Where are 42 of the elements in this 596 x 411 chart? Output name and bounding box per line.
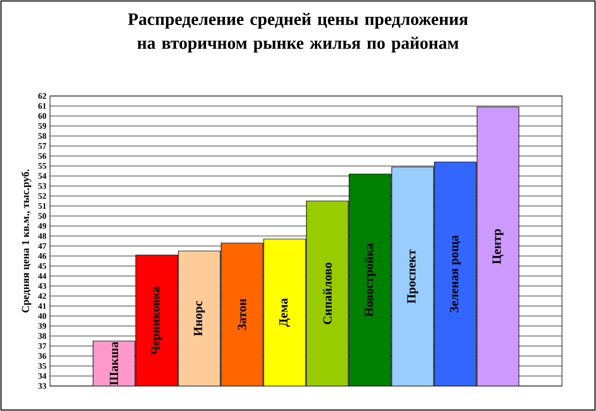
y-tick-label: 33 xyxy=(38,383,46,389)
y-tick-label: 44 xyxy=(38,273,46,279)
y-tick-label: 42 xyxy=(38,293,46,299)
y-tick-label: 52 xyxy=(38,193,46,199)
x-tick-label: Новостройка xyxy=(364,243,376,317)
y-tick-label: 36 xyxy=(38,353,46,359)
y-tick-label: 37 xyxy=(38,343,46,349)
x-tick-label: Затон xyxy=(238,298,246,330)
y-tick-label: 39 xyxy=(38,323,46,329)
y-tick-label: 58 xyxy=(38,133,46,139)
y-tick-label: 60 xyxy=(38,113,46,119)
x-tick-label: Центр xyxy=(492,229,504,264)
y-tick-label: 41 xyxy=(38,303,46,309)
y-tick-label: 38 xyxy=(38,333,46,339)
y-tick-label: 55 xyxy=(38,163,46,169)
y-tick-label: 46 xyxy=(38,253,46,259)
x-tick-label: Дема xyxy=(279,298,290,327)
chart-title: Распределение средней цены предложения на вторичном рынке жилья по районам xyxy=(128,12,468,53)
y-tick-label: 40 xyxy=(38,313,46,319)
y-tick-label: 45 xyxy=(38,263,46,269)
y-tick-label: 50 xyxy=(38,213,46,219)
y-tick-label: 35 xyxy=(38,363,46,369)
y-tick-label: 59 xyxy=(38,123,46,129)
x-tick-label: Инорс xyxy=(194,301,205,336)
x-tick-label: Сипайлово xyxy=(322,262,332,324)
y-tick-label: 62 xyxy=(38,93,46,99)
y-axis-title: Средняя цена 1 кв.м., тыс.руб. xyxy=(21,169,32,312)
y-tick-label: 49 xyxy=(38,223,46,229)
x-tick-label: Проспект xyxy=(407,249,418,304)
x-tick-label: Черниковка xyxy=(151,286,162,355)
y-tick-label: 53 xyxy=(38,183,46,189)
y-tick-label: 43 xyxy=(38,283,46,289)
y-tick-label: 47 xyxy=(38,243,46,249)
x-tick-label: Шакша xyxy=(110,342,118,386)
y-tick-label: 48 xyxy=(38,233,46,239)
x-tick-label: Зеленая роща xyxy=(450,235,461,312)
y-tick-label: 56 xyxy=(38,153,46,159)
y-tick-label: 54 xyxy=(38,173,46,179)
y-tick-label: 57 xyxy=(38,143,46,149)
y-tick-label: 34 xyxy=(38,373,46,379)
y-tick-label: 61 xyxy=(38,103,46,109)
y-tick-label: 51 xyxy=(38,203,46,209)
